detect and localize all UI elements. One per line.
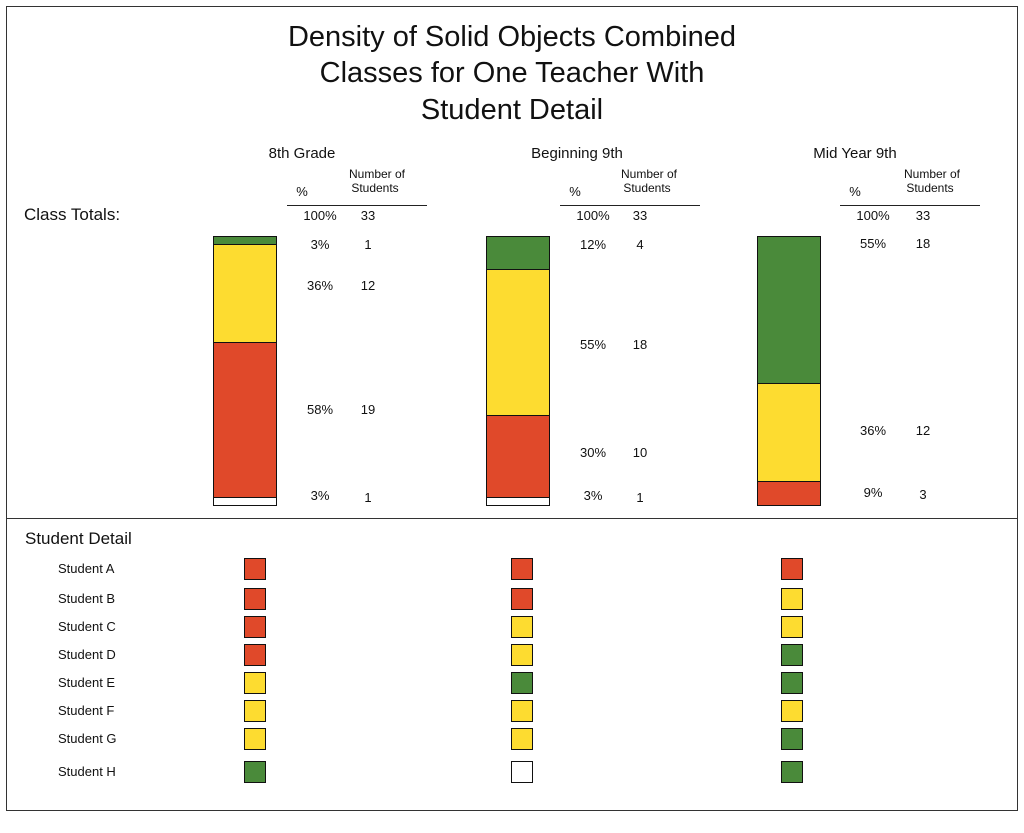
bar-segment-red xyxy=(213,341,277,499)
segment-pct-label: 36% xyxy=(306,278,334,294)
segment-pct-label: 9% xyxy=(863,484,883,500)
segment-pct-label: 55% xyxy=(579,336,607,352)
student-status-square-red xyxy=(511,588,533,610)
student-status-square-green xyxy=(511,672,533,694)
segment-num-label: 1 xyxy=(636,489,644,505)
segment-num-label: 18 xyxy=(632,336,648,352)
segment-num-label: 18 xyxy=(915,236,931,251)
segment-pct-label: 12% xyxy=(579,237,607,252)
header-num-line-1: Number of xyxy=(620,167,678,181)
student-status-square-green xyxy=(781,761,803,783)
bar-segment-yellow xyxy=(486,268,550,417)
student-status-square-yellow xyxy=(244,672,266,694)
total-num: 33 xyxy=(360,208,376,223)
total-pct: 100% xyxy=(856,208,890,223)
bar-segment-green xyxy=(486,236,550,271)
student-status-square-yellow xyxy=(511,616,533,638)
chart-title-line-1: Density of Solid Objects Combined xyxy=(287,21,737,53)
bar-segment-red xyxy=(486,415,550,499)
student-status-square-white xyxy=(511,761,533,783)
student-name-label: Student E xyxy=(58,675,116,690)
student-status-square-red xyxy=(244,588,266,610)
bar-segment-white xyxy=(213,496,277,507)
segment-pct-label: 55% xyxy=(859,236,887,251)
header-num-line-2: Students xyxy=(351,181,399,195)
segment-pct-label: 3% xyxy=(310,487,330,503)
student-status-square-green xyxy=(244,761,266,783)
student-status-square-yellow xyxy=(511,700,533,722)
segment-num-label: 12 xyxy=(915,422,931,438)
bar-segment-green xyxy=(757,236,821,385)
student-status-square-red xyxy=(244,644,266,666)
bar-segment-red xyxy=(757,480,821,507)
segment-num-label: 19 xyxy=(360,401,376,417)
total-num: 33 xyxy=(915,208,931,223)
student-name-label: Student D xyxy=(58,647,116,662)
student-status-square-red xyxy=(244,558,266,580)
segment-pct-label: 3% xyxy=(583,487,603,503)
student-status-square-yellow xyxy=(781,700,803,722)
student-status-square-red xyxy=(511,558,533,580)
student-status-square-green xyxy=(781,728,803,750)
student-status-square-red xyxy=(781,558,803,580)
segment-pct-label: 3% xyxy=(310,237,330,252)
segment-num-label: 12 xyxy=(360,278,376,294)
student-name-label: Student H xyxy=(58,764,116,779)
group-title: 8th Grade xyxy=(268,145,336,162)
segment-num-label: 1 xyxy=(364,237,372,252)
bar-segment-white xyxy=(486,496,550,507)
header-pct: % xyxy=(569,184,581,199)
student-status-square-green xyxy=(781,672,803,694)
total-pct: 100% xyxy=(303,208,337,223)
header-num-line-2: Students xyxy=(906,181,954,195)
segment-pct-label: 58% xyxy=(306,401,334,417)
chart-title-line-2: Classes for One Teacher With xyxy=(319,57,705,89)
group-title: Beginning 9th xyxy=(531,145,623,162)
section-divider xyxy=(6,518,1018,519)
segment-num-label: 10 xyxy=(632,445,648,461)
segment-pct-label: 30% xyxy=(579,445,607,461)
student-status-square-yellow xyxy=(244,700,266,722)
group-title: Mid Year 9th xyxy=(813,145,897,162)
header-num-line-2: Students xyxy=(623,181,671,195)
student-status-square-red xyxy=(244,616,266,638)
header-rule xyxy=(287,205,427,206)
chart-frame xyxy=(6,6,1018,811)
total-num: 33 xyxy=(632,208,648,223)
header-num-line-1: Number of xyxy=(903,167,961,181)
bar-segment-yellow xyxy=(757,382,821,483)
student-name-label: Student C xyxy=(58,619,116,634)
student-status-square-yellow xyxy=(781,588,803,610)
header-pct: % xyxy=(849,184,861,199)
segment-num-label: 1 xyxy=(364,489,372,505)
header-rule xyxy=(840,205,980,206)
segment-pct-label: 36% xyxy=(859,422,887,438)
header-pct: % xyxy=(296,184,308,199)
segment-num-label: 3 xyxy=(919,486,927,502)
header-num-line-1: Number of xyxy=(348,167,406,181)
student-name-label: Student A xyxy=(58,561,115,576)
bar-segment-yellow xyxy=(213,244,277,344)
chart-title-line-3: Student Detail xyxy=(420,94,604,126)
segment-num-label: 4 xyxy=(636,237,644,252)
student-status-square-yellow xyxy=(511,728,533,750)
student-status-square-yellow xyxy=(511,644,533,666)
total-pct: 100% xyxy=(576,208,610,223)
student-status-square-yellow xyxy=(244,728,266,750)
class-totals-label: Class Totals: xyxy=(24,205,121,224)
student-status-square-yellow xyxy=(781,616,803,638)
student-status-square-green xyxy=(781,644,803,666)
student-name-label: Student G xyxy=(58,731,117,746)
header-rule xyxy=(560,205,700,206)
student-detail-label: Student Detail xyxy=(25,529,132,548)
student-name-label: Student F xyxy=(58,703,115,718)
student-name-label: Student B xyxy=(58,591,116,606)
